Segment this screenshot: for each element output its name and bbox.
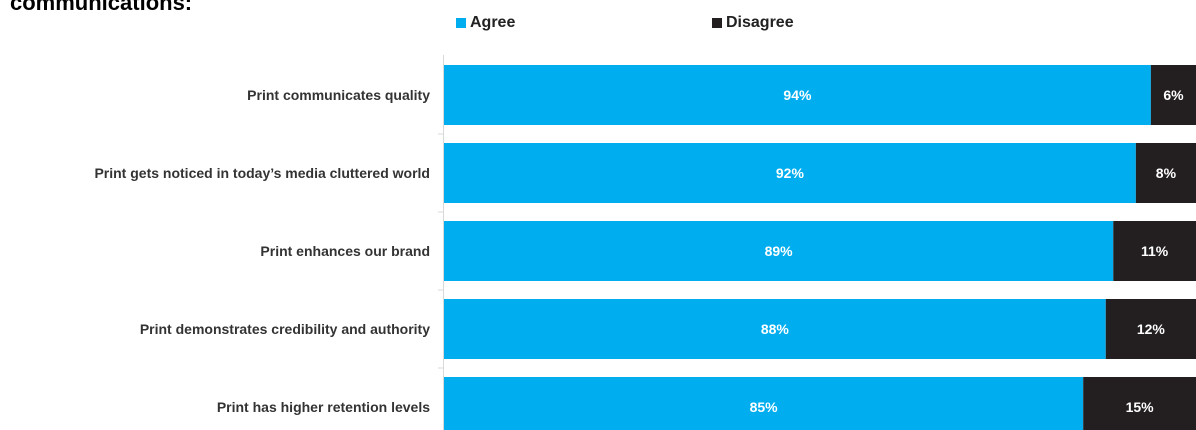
legend-label-disagree: Disagree <box>726 14 794 31</box>
legend-item-agree: Agree <box>456 14 515 32</box>
category-label: Print demonstrates credibility and autho… <box>140 321 430 337</box>
data-label-agree: 92% <box>776 165 805 181</box>
bar-disagree <box>1135 143 1196 203</box>
data-label-disagree: 12% <box>1137 321 1166 337</box>
bar-agree <box>444 299 1106 359</box>
bar-agree <box>444 377 1084 430</box>
data-label-agree: 94% <box>783 87 812 103</box>
bar-disagree <box>1113 221 1196 281</box>
data-label-disagree: 6% <box>1163 87 1184 103</box>
data-label-agree: 88% <box>761 321 790 337</box>
data-label-disagree: 11% <box>1141 243 1169 259</box>
data-label-agree: 85% <box>750 399 779 415</box>
bar-agree <box>444 65 1151 125</box>
bar-disagree <box>1105 299 1196 359</box>
legend-label-agree: Agree <box>470 14 516 31</box>
bar-agree <box>444 143 1136 203</box>
data-label-disagree: 15% <box>1126 399 1155 415</box>
legend-swatch-disagree <box>712 18 722 28</box>
bar-agree <box>444 221 1114 281</box>
category-label: Print has higher retention levels <box>217 399 430 415</box>
legend-swatch-agree <box>456 18 466 28</box>
legend-item-disagree: Disagree <box>712 14 794 32</box>
category-label: Print communicates quality <box>247 87 430 103</box>
category-label: Print gets noticed in today’s media clut… <box>94 165 430 181</box>
data-label-disagree: 8% <box>1156 165 1177 181</box>
bar-disagree <box>1150 65 1196 125</box>
data-label-agree: 89% <box>765 243 794 259</box>
bar-disagree <box>1083 377 1196 430</box>
category-label: Print enhances our brand <box>260 243 430 259</box>
chart-title: communications: <box>10 0 193 15</box>
